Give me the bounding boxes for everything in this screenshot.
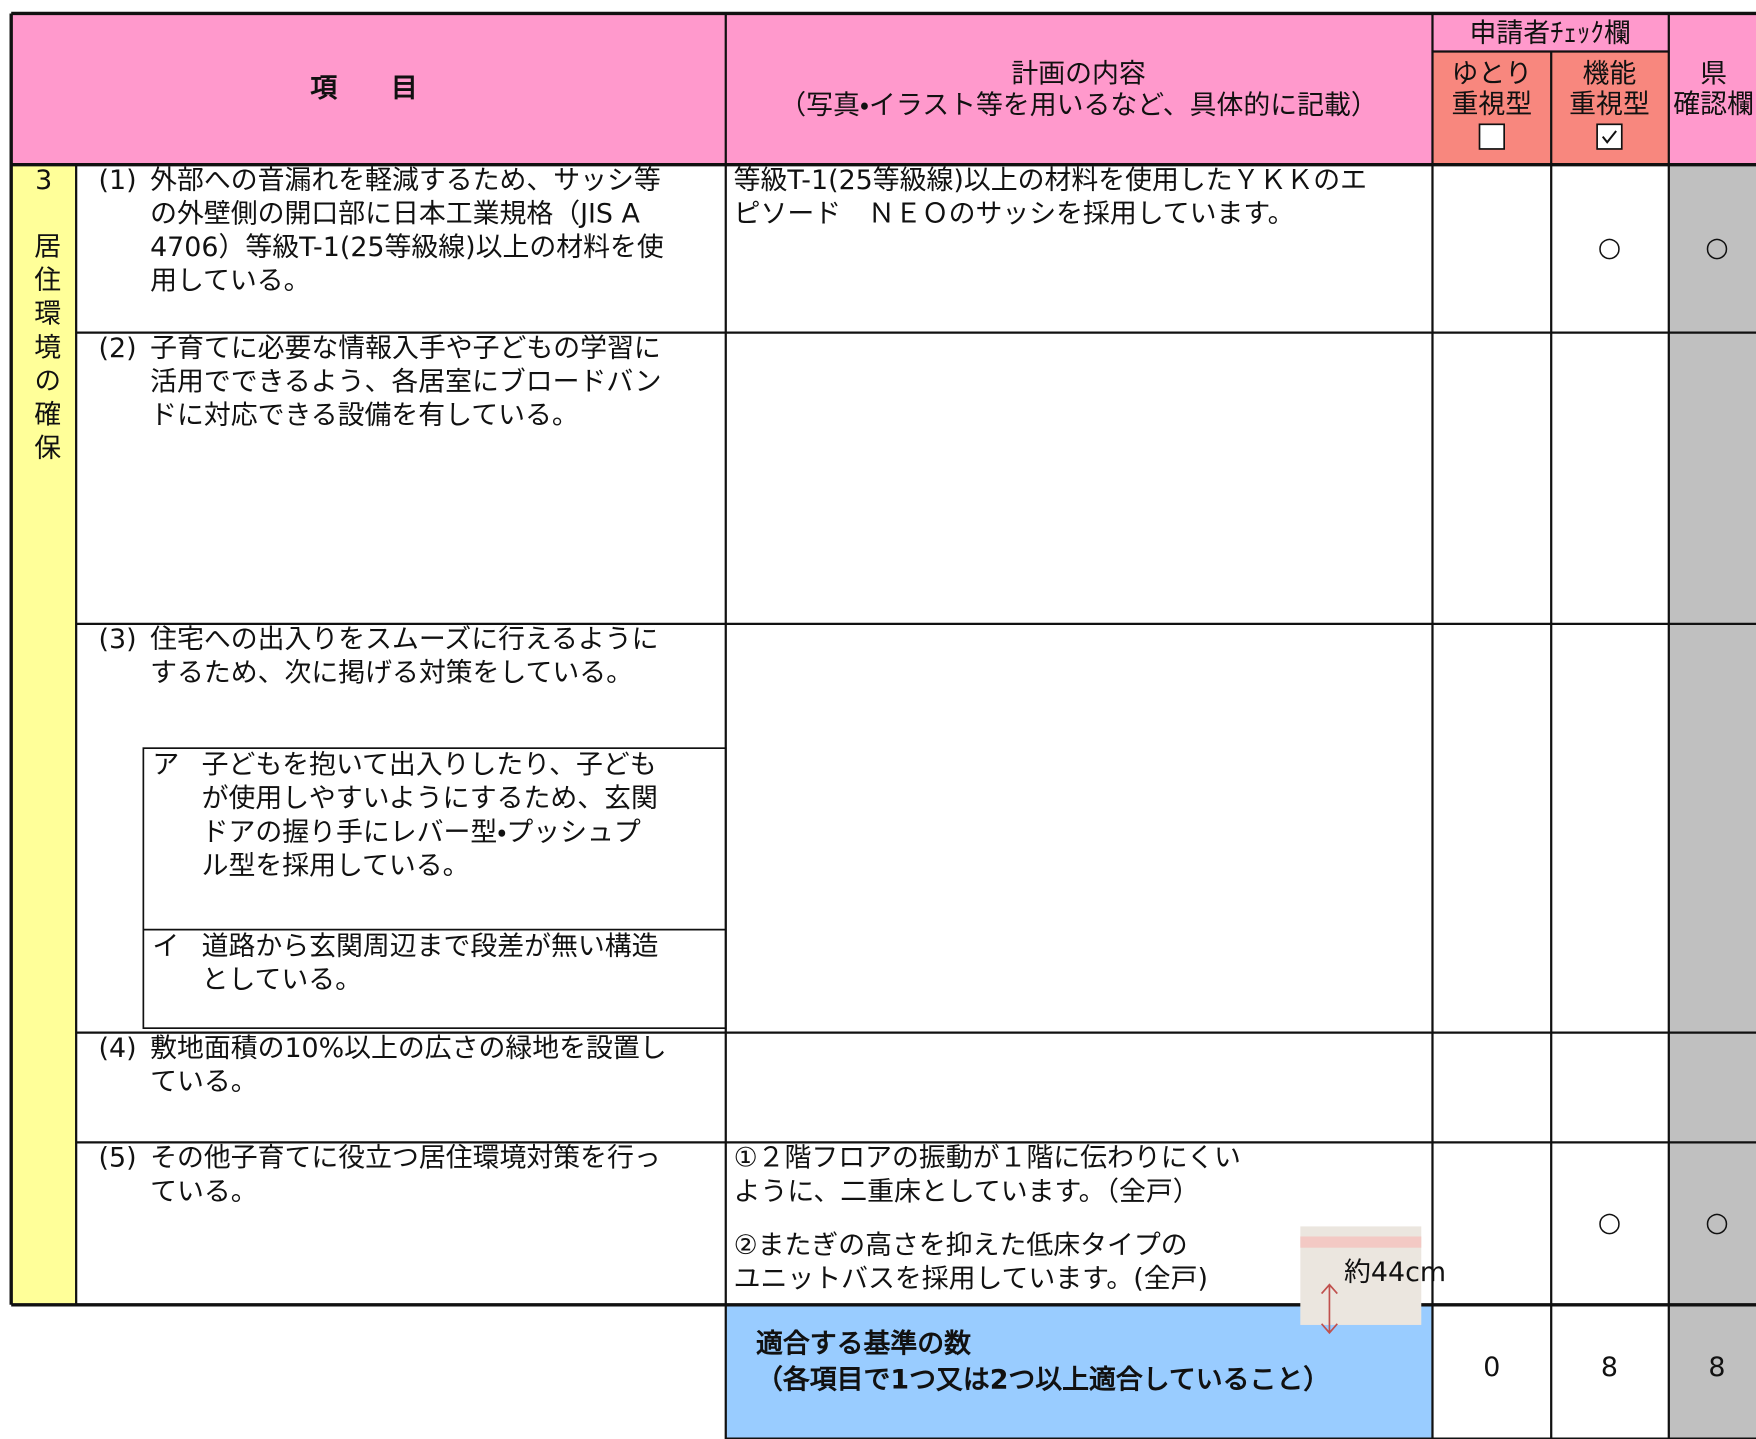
ken-header: 県 bbox=[1700, 59, 1727, 90]
item-number: (4) bbox=[99, 1033, 137, 1064]
section-title: 居住環境の確保 bbox=[29, 232, 60, 467]
item-text: 4706）等級T-1(25等級線)以上の材料を使 bbox=[150, 232, 664, 263]
item-text: 子育てに必要な情報入手や子どもの学習に bbox=[150, 333, 661, 364]
item-text: 活用でできるよう、各居室にブロードバン bbox=[150, 367, 661, 398]
ken-mark: ○ bbox=[1705, 1207, 1728, 1238]
item-number: (1) bbox=[99, 165, 137, 196]
subitem-text: が使用しやすいようにするため、玄関 bbox=[202, 783, 658, 814]
checkbox bbox=[1478, 123, 1506, 150]
item-text: その他子育てに役立つ居住環境対策を行っ bbox=[150, 1143, 661, 1174]
item-text: の外壁側の開口部に日本工業規格（JIS A bbox=[150, 199, 640, 230]
check-title: 申請者ﾁｪｯｸ欄 bbox=[1469, 18, 1630, 49]
item-text: するため、次に掲げる対策をしている。 bbox=[150, 658, 633, 689]
kinou-count: 8 bbox=[1601, 1352, 1618, 1383]
checkmark bbox=[1601, 130, 1617, 144]
kinou-mark: ○ bbox=[1598, 1207, 1621, 1238]
subitem-box bbox=[142, 747, 727, 1030]
yutori-header: ゆとり bbox=[1452, 59, 1533, 90]
item-text: 敷地面積の10%以上の広さの緑地を設置し bbox=[150, 1033, 667, 1064]
footer-label: （各項目で1つ又は2つ以上適合していること） bbox=[756, 1363, 1330, 1395]
subitem-text: 道路から玄関周辺まで段差が無い構造 bbox=[202, 931, 659, 962]
header-item: 項 目 bbox=[310, 73, 418, 104]
plan-text: 等級T-1(25等級線)以上の材料を使用したＹＫＫのエ bbox=[734, 165, 1367, 196]
item-text: ている。 bbox=[150, 1067, 258, 1098]
ken-column-bg bbox=[1668, 164, 1756, 1305]
table: 項 目 計画の内容（写真・イラスト等を用いるなど、具体的に記載） 申請者ﾁｪｯｸ欄ゆ… bbox=[9, 11, 1756, 1439]
kinou-mark: ○ bbox=[1598, 232, 1621, 263]
ken-count: 8 bbox=[1708, 1352, 1725, 1383]
image-label: 約44cm bbox=[1344, 1257, 1446, 1288]
plan-text: ように、二重床としています。（全戸） bbox=[734, 1176, 1200, 1207]
plan-text: ピソード ＮＥＯのサッシを採用しています。 bbox=[734, 199, 1295, 230]
item-number: (5) bbox=[99, 1143, 137, 1174]
footer-label-bg bbox=[725, 1304, 1433, 1439]
footer-ken-bg bbox=[1668, 1304, 1756, 1439]
plan-subtitle: （写真・イラスト等を用いるなど、具体的に記載） bbox=[779, 90, 1378, 121]
subitem-text: ル型を採用している。 bbox=[202, 850, 470, 881]
checkbox bbox=[1596, 123, 1623, 150]
item-text: 外部への音漏れを軽減するため、サッシ等 bbox=[150, 165, 661, 196]
bath-photo-rim bbox=[1300, 1236, 1422, 1248]
item-text: 住宅への出入りをスムーズに行えるように bbox=[150, 624, 658, 655]
subitem-text: 子どもを抱いて出入りしたり、子ども bbox=[202, 750, 657, 781]
item-number: (2) bbox=[99, 333, 137, 364]
section-bg bbox=[11, 164, 77, 1305]
plan-text: ユニットバスを採用しています。(全戸) bbox=[734, 1264, 1208, 1295]
kinou-header: 機能 bbox=[1583, 59, 1637, 90]
plan-text: ②またぎの高さを抑えた低床タイプの bbox=[734, 1230, 1188, 1261]
section-number: 3 bbox=[35, 165, 52, 196]
height-arrow bbox=[1320, 1283, 1338, 1335]
footer-label: 適合する基準の数 bbox=[756, 1328, 971, 1360]
subitem-label: ア bbox=[152, 750, 179, 781]
subitem-label: イ bbox=[152, 931, 179, 962]
ken-mark: ○ bbox=[1705, 232, 1728, 263]
item-text: ている。 bbox=[150, 1176, 258, 1207]
item-text: ドに対応できる設備を有している。 bbox=[150, 400, 579, 431]
subitem-text: としている。 bbox=[202, 965, 362, 996]
item-text: 用している。 bbox=[150, 266, 310, 297]
ken-header: 確認欄 bbox=[1673, 89, 1754, 120]
yutori-count: 0 bbox=[1483, 1352, 1500, 1383]
plan-text: ①２階フロアの振動が１階に伝わりにくい bbox=[734, 1143, 1241, 1174]
subitem-text: ドアの握り手にレバー型・プッシュプ bbox=[202, 817, 641, 848]
plan-title: 計画の内容 bbox=[1011, 59, 1145, 90]
yutori-header: 重視型 bbox=[1452, 89, 1533, 120]
item-number: (3) bbox=[99, 624, 137, 655]
kinou-header: 重視型 bbox=[1569, 89, 1650, 120]
